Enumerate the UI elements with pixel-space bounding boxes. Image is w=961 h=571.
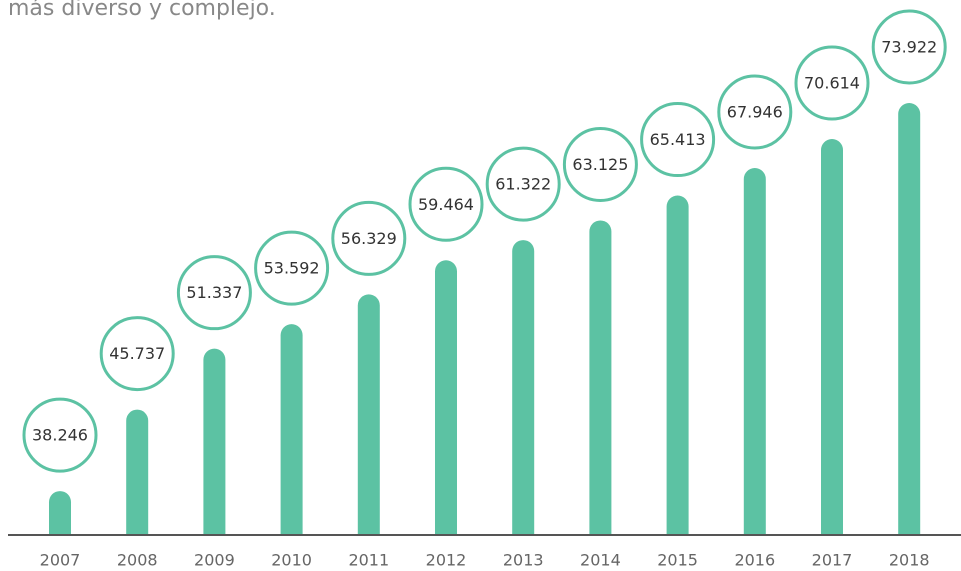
value-label: 70.614 bbox=[804, 73, 860, 92]
value-bubble bbox=[562, 126, 638, 202]
bar bbox=[743, 168, 766, 535]
value-bubble bbox=[331, 200, 407, 276]
x-tick-label: 2008 bbox=[117, 551, 158, 570]
value-label: 65.413 bbox=[650, 130, 706, 149]
x-tick-label: 2013 bbox=[503, 551, 544, 570]
x-tick-label: 2014 bbox=[580, 551, 621, 570]
x-tick-label: 2010 bbox=[271, 551, 312, 570]
value-label: 59.464 bbox=[418, 195, 474, 214]
value-label: 56.329 bbox=[341, 229, 397, 248]
chart-title: más diverso y complejo. bbox=[8, 0, 276, 21]
bar bbox=[898, 103, 921, 535]
x-tick-label: 2016 bbox=[734, 551, 775, 570]
bar bbox=[203, 348, 226, 534]
bar bbox=[357, 294, 380, 534]
x-tick-label: 2018 bbox=[889, 551, 930, 570]
value-label: 73.922 bbox=[881, 38, 937, 57]
bar bbox=[666, 195, 689, 534]
x-tick-label: 2009 bbox=[194, 551, 235, 570]
value-bubble bbox=[871, 9, 947, 85]
value-bubble bbox=[176, 255, 252, 331]
value-bubble bbox=[640, 102, 716, 178]
value-bubble bbox=[408, 166, 484, 242]
value-bubble bbox=[485, 146, 561, 222]
bar bbox=[435, 260, 457, 534]
value-bubble bbox=[22, 397, 98, 473]
x-tick-label: 2011 bbox=[348, 551, 389, 570]
x-tick-label: 2017 bbox=[812, 551, 853, 570]
value-label: 51.337 bbox=[186, 283, 242, 302]
x-tick-label: 2012 bbox=[426, 551, 467, 570]
value-label: 38.246 bbox=[32, 426, 88, 445]
value-label: 45.737 bbox=[109, 344, 165, 363]
bar bbox=[821, 138, 843, 534]
x-tick-label: 2015 bbox=[657, 551, 698, 570]
value-bubble bbox=[254, 230, 330, 306]
bar bbox=[280, 324, 303, 534]
bar bbox=[589, 220, 612, 534]
x-tick-label: 2007 bbox=[40, 551, 81, 570]
value-bubble bbox=[794, 45, 870, 121]
value-bubble bbox=[717, 74, 793, 150]
value-bubble bbox=[99, 316, 175, 392]
bar bbox=[512, 240, 535, 534]
value-label: 63.125 bbox=[572, 155, 628, 174]
value-label: 61.322 bbox=[495, 175, 551, 194]
value-label: 53.592 bbox=[264, 259, 320, 278]
bar bbox=[49, 491, 71, 534]
value-label: 67.946 bbox=[727, 103, 783, 122]
bar bbox=[126, 409, 149, 534]
